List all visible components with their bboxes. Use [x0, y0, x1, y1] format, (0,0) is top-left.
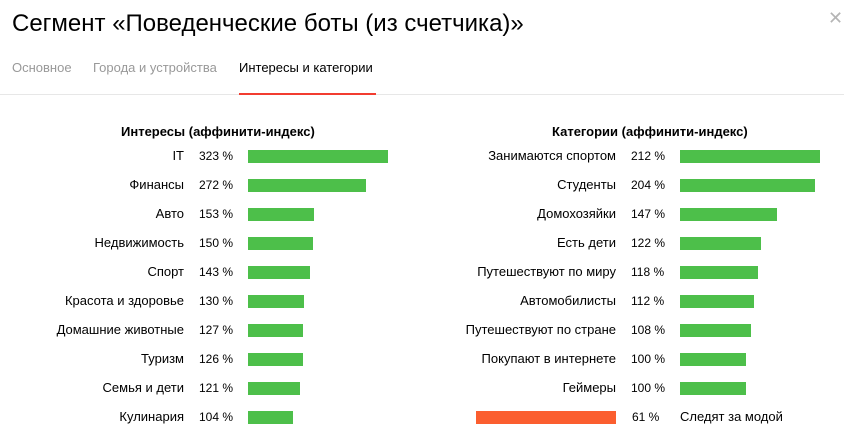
interest-label: Семья и дети — [102, 380, 184, 395]
close-icon[interactable]: ✕ — [828, 8, 844, 28]
category-label: Домохозяйки — [537, 206, 616, 221]
interest-value: 153 % — [199, 207, 234, 221]
category-row: 61 % Следят за модой — [430, 406, 844, 428]
category-label: Геймеры — [562, 380, 616, 395]
interest-bar — [248, 266, 310, 279]
category-bar — [680, 237, 761, 250]
interest-row: Финансы 272 % — [0, 174, 420, 196]
tab-interests-categories[interactable]: Интересы и категории — [239, 60, 376, 95]
interest-row: IT 323 % — [0, 145, 420, 167]
category-label: Занимаются спортом — [488, 148, 616, 163]
category-label: Путешествуют по миру — [477, 264, 616, 279]
interest-row: Авто 153 % — [0, 203, 420, 225]
category-row: Домохозяйки 147 % — [430, 203, 844, 225]
interest-label: Кулинария — [119, 409, 184, 424]
interest-value: 150 % — [199, 236, 234, 250]
category-value: 204 % — [631, 178, 666, 192]
interest-label: Красота и здоровье — [64, 293, 184, 308]
tab-cities-devices[interactable]: Города и устройства — [93, 60, 217, 75]
tab-main[interactable]: Основное — [12, 60, 72, 75]
interest-row: Туризм 126 % — [0, 348, 420, 370]
category-value: 212 % — [631, 149, 666, 163]
category-row: Покупают в интернете 100 % — [430, 348, 844, 370]
category-row: Путешествуют по миру 118 % — [430, 261, 844, 283]
category-value: 122 % — [631, 236, 666, 250]
category-row: Студенты 204 % — [430, 174, 844, 196]
category-label: Следят за модой — [680, 409, 783, 424]
category-bar — [680, 295, 754, 308]
category-label: Студенты — [557, 177, 616, 192]
interest-row: Кулинария 104 % — [0, 406, 420, 428]
interests-title: Интересы (аффинити-индекс) — [121, 124, 315, 139]
category-value: 61 % — [632, 410, 660, 424]
interest-bar — [248, 237, 313, 250]
category-value: 118 % — [631, 265, 665, 279]
interest-row: Спорт 143 % — [0, 261, 420, 283]
category-label: Путешествуют по стране — [465, 322, 616, 337]
category-row: Занимаются спортом 212 % — [430, 145, 844, 167]
interest-bar — [248, 411, 293, 424]
interest-value: 121 % — [199, 381, 234, 395]
category-value: 100 % — [631, 381, 666, 395]
interest-bar — [248, 295, 304, 308]
interest-bar — [248, 179, 366, 192]
category-row: Автомобилисты 112 % — [430, 290, 844, 312]
interest-label: Авто — [155, 206, 184, 221]
interest-bar — [248, 382, 300, 395]
category-bar — [680, 150, 820, 163]
categories-title: Категории (аффинити-индекс) — [552, 124, 748, 139]
category-label: Автомобилисты — [520, 293, 616, 308]
interest-bar — [248, 150, 388, 163]
category-bar-negative — [476, 411, 616, 424]
interest-value: 127 % — [199, 323, 234, 337]
category-value: 147 % — [631, 207, 666, 221]
interest-label: Спорт — [147, 264, 184, 279]
page-title: Сегмент «Поведенческие боты (из счетчика… — [12, 10, 524, 37]
interest-row: Домашние животные 127 % — [0, 319, 420, 341]
category-row: Есть дети 122 % — [430, 232, 844, 254]
interest-value: 323 % — [199, 149, 234, 163]
interest-value: 126 % — [199, 352, 234, 366]
category-value: 112 % — [631, 294, 665, 308]
interest-label: Финансы — [129, 177, 184, 192]
interest-value: 104 % — [199, 410, 234, 424]
interest-row: Семья и дети 121 % — [0, 377, 420, 399]
category-value: 100 % — [631, 352, 666, 366]
interest-row: Недвижимость 150 % — [0, 232, 420, 254]
interest-value: 143 % — [199, 265, 234, 279]
interest-label: Недвижимость — [94, 235, 184, 250]
category-value: 108 % — [631, 323, 666, 337]
interest-label: IT — [172, 148, 184, 163]
interest-value: 130 % — [199, 294, 234, 308]
category-bar — [680, 382, 746, 395]
interest-bar — [248, 353, 303, 366]
interest-row: Красота и здоровье 130 % — [0, 290, 420, 312]
category-bar — [680, 179, 815, 192]
category-bar — [680, 266, 758, 279]
category-row: Путешествуют по стране 108 % — [430, 319, 844, 341]
category-row: Геймеры 100 % — [430, 377, 844, 399]
interest-label: Домашние животные — [56, 322, 184, 337]
interest-label: Туризм — [141, 351, 184, 366]
category-bar — [680, 353, 746, 366]
interest-value: 272 % — [199, 178, 234, 192]
interest-bar — [248, 324, 303, 337]
interest-bar — [248, 208, 314, 221]
category-label: Покупают в интернете — [481, 351, 616, 366]
category-bar — [680, 208, 777, 221]
category-label: Есть дети — [557, 235, 616, 250]
tab-bar: Основное Города и устройства Интересы и … — [0, 56, 844, 95]
category-bar — [680, 324, 751, 337]
